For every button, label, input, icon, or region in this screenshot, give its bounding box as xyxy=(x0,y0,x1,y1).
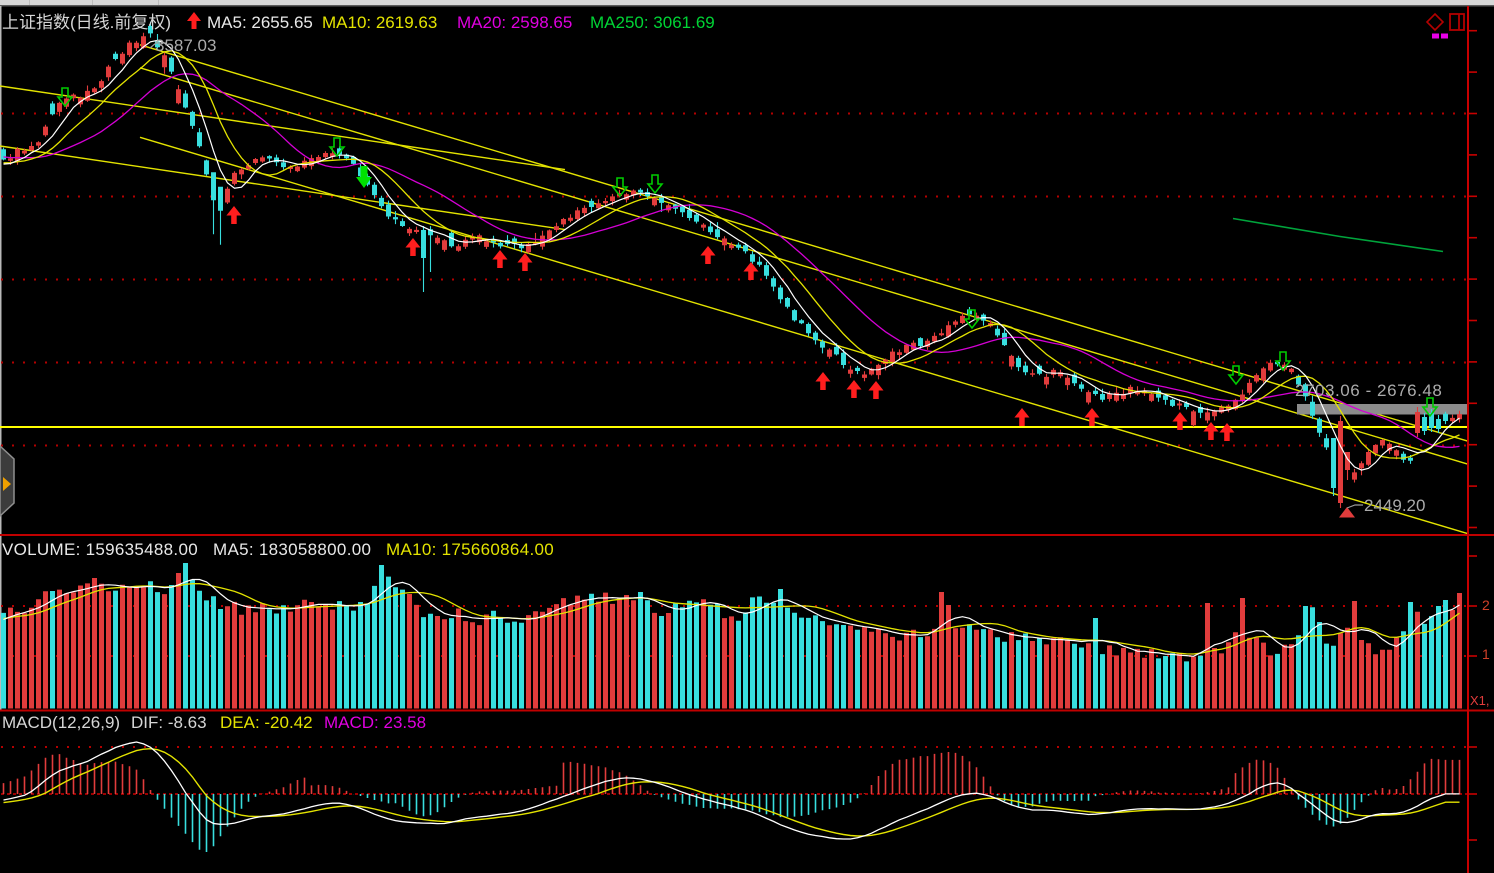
svg-text:2449.20: 2449.20 xyxy=(1364,496,1425,515)
svg-text:上证指数(日线.前复权): 上证指数(日线.前复权) xyxy=(2,13,171,32)
svg-text:MACD(12,26,9): MACD(12,26,9) xyxy=(2,713,120,732)
svg-text:MA10: 175660864.00: MA10: 175660864.00 xyxy=(386,540,554,559)
svg-text:2703.06 - 2676.48: 2703.06 - 2676.48 xyxy=(1295,381,1442,400)
svg-text:DEA: -20.42: DEA: -20.42 xyxy=(220,713,313,732)
svg-text:MA250: 3061.69: MA250: 3061.69 xyxy=(590,13,715,32)
svg-text:MA10: 2619.63: MA10: 2619.63 xyxy=(322,13,437,32)
svg-text:MA20: 2598.65: MA20: 2598.65 xyxy=(457,13,572,32)
svg-text:VOLUME: 159635488.00: VOLUME: 159635488.00 xyxy=(2,540,198,559)
svg-text:MA5: 2655.65: MA5: 2655.65 xyxy=(207,13,313,32)
svg-text:X1,: X1, xyxy=(1470,693,1490,708)
svg-text:2: 2 xyxy=(1482,597,1490,613)
svg-text:3587.03: 3587.03 xyxy=(155,36,216,55)
svg-text:DIF: -8.63: DIF: -8.63 xyxy=(131,713,207,732)
svg-text:MACD: 23.58: MACD: 23.58 xyxy=(324,713,426,732)
svg-text:1: 1 xyxy=(1482,646,1490,662)
svg-text:MA5: 183058800.00: MA5: 183058800.00 xyxy=(213,540,371,559)
